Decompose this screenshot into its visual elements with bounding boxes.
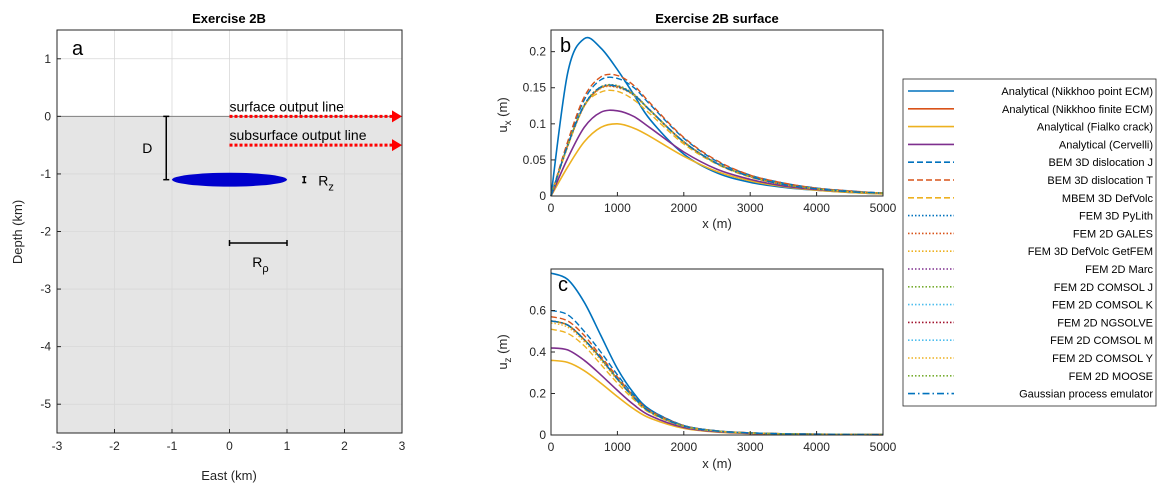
series-line-3 <box>550 109 884 197</box>
panel-c-label: c <box>558 274 568 296</box>
y-tick-label: 0 <box>539 189 546 203</box>
y-tick-label: -3 <box>40 282 51 296</box>
subsurface-output-label: subsurface output line <box>230 127 367 143</box>
panel-b-x-ticks: 0 1000 2000 3000 4000 5000 <box>548 192 897 215</box>
panel-a-title: Exercise 2B <box>192 11 266 26</box>
panel-b-horizontal-displacement: Exercise 2B surface 0 1000 2000 3000 4000 500… <box>495 11 897 231</box>
panel-c-plot-area <box>551 269 883 435</box>
x-tick-label: 3000 <box>737 201 764 215</box>
rz-subscript: z <box>328 182 334 194</box>
panel-b-series <box>550 36 884 197</box>
x-tick-label: 4000 <box>803 440 830 454</box>
y-tick-label: 0 <box>539 428 546 442</box>
panel-b-label: b <box>560 35 571 57</box>
x-tick-label: 3 <box>399 439 406 453</box>
panel-c-vertical-displacement: 0 1000 2000 3000 4000 5000 0 0.2 0.4 0.6 c x (m)… <box>495 268 897 471</box>
x-tick-label: 0 <box>548 201 555 215</box>
panel-a-depth-section: Exercise 2B surface output line subsurfac… <box>10 11 406 483</box>
legend-label: Analytical (Cervelli) <box>1059 139 1153 151</box>
legend-label: BEM 3D dislocation T <box>1047 175 1153 187</box>
panel-c-series <box>550 272 884 436</box>
y-tick-label: -2 <box>40 225 51 239</box>
x-tick-label: -1 <box>167 439 178 453</box>
series-line-4 <box>550 76 884 197</box>
x-tick-label: 1000 <box>604 440 631 454</box>
legend-items: Analytical (Nikkhoo point ECM) Analytical… <box>908 86 1154 401</box>
panel-b-ylabel: ux (m) <box>495 97 514 132</box>
x-tick-label: -2 <box>109 439 120 453</box>
panel-a-ylabel: Depth (km) <box>10 200 25 264</box>
panel-a-xlabel: East (km) <box>201 468 257 483</box>
x-tick-label: -3 <box>52 439 63 453</box>
panel-b-xlabel: x (m) <box>702 216 732 231</box>
x-tick-label: 3000 <box>737 440 764 454</box>
series-line-17 <box>550 84 884 197</box>
legend-label: FEM 2D MOOSE <box>1069 371 1153 383</box>
panel-c-ylabel: uz (m) <box>495 334 514 369</box>
panel-a-label: a <box>72 38 84 60</box>
x-tick-label: 2 <box>341 439 348 453</box>
legend-label: FEM 2D COMSOL J <box>1054 282 1153 294</box>
legend-label: FEM 3D PyLith <box>1079 211 1153 223</box>
x-tick-label: 1000 <box>604 201 631 215</box>
legend-label: FEM 2D COMSOL K <box>1052 300 1154 312</box>
x-tick-label: 0 <box>548 440 555 454</box>
subsurface-output-arrow-icon <box>392 139 402 152</box>
legend-label: FEM 2D GALES <box>1073 228 1153 240</box>
panel-a-y-ticks: 1 0 -1 -2 -3 -4 -5 <box>40 52 61 411</box>
y-tick-label: 0.2 <box>529 387 546 401</box>
legend: Analytical (Nikkhoo point ECM) Analytical… <box>902 78 1157 407</box>
panel-b-frame <box>550 29 884 197</box>
panel-b-title: Exercise 2B surface <box>655 11 779 26</box>
y-tick-label: -1 <box>40 167 51 181</box>
y-tick-label: 0.4 <box>529 345 546 359</box>
panel-b-y-ticks: 0 0.05 0.1 0.15 0.2 <box>523 45 555 203</box>
series-line-16 <box>550 83 884 197</box>
panel-b-plot-area <box>551 30 883 196</box>
rrho-subscript: ρ <box>262 263 268 275</box>
x-tick-label: 2000 <box>670 201 697 215</box>
x-tick-label: 1 <box>284 439 291 453</box>
legend-label: BEM 3D dislocation J <box>1048 157 1153 169</box>
panel-c-xlabel: x (m) <box>702 456 732 471</box>
x-tick-label: 5000 <box>870 201 897 215</box>
series-line-5 <box>550 73 884 197</box>
y-tick-label: 0.2 <box>529 45 546 59</box>
y-tick-label: -5 <box>40 397 51 411</box>
depth-label: D <box>142 140 152 156</box>
legend-label: MBEM 3D DefVolc <box>1062 193 1154 205</box>
legend-box <box>902 78 1157 407</box>
y-tick-label: 0 <box>44 109 51 123</box>
panel-c-y-ticks: 0 0.2 0.4 0.6 <box>529 304 555 442</box>
legend-label: FEM 2D Marc <box>1085 264 1153 276</box>
surface-output-label: surface output line <box>230 98 345 114</box>
series-line-17 <box>550 320 884 436</box>
x-tick-label: 5000 <box>870 440 897 454</box>
x-tick-label: 2000 <box>670 440 697 454</box>
x-tick-label: 0 <box>226 439 233 453</box>
legend-label: FEM 3D DefVolc GetFEM <box>1028 246 1153 258</box>
y-tick-label: 0.15 <box>523 81 547 95</box>
y-tick-label: 1 <box>44 52 51 66</box>
legend-label: Analytical (Fialko crack) <box>1037 122 1153 134</box>
legend-label: Analytical (Nikkhoo point ECM) <box>1001 86 1153 98</box>
y-tick-label: 0.05 <box>523 153 547 167</box>
legend-label: Analytical (Nikkhoo finite ECM) <box>1002 104 1153 116</box>
legend-label: Gaussian process emulator <box>1019 389 1153 401</box>
magma-chamber <box>172 172 287 187</box>
legend-label: FEM 2D COMSOL Y <box>1052 353 1154 365</box>
y-tick-label: 0.6 <box>529 304 546 318</box>
legend-label: FEM 2D NGSOLVE <box>1057 317 1153 329</box>
x-tick-label: 4000 <box>803 201 830 215</box>
y-tick-label: 0.1 <box>529 117 546 131</box>
legend-label: FEM 2D COMSOL M <box>1050 335 1153 347</box>
panel-c-x-ticks: 0 1000 2000 3000 4000 5000 <box>548 431 897 454</box>
panel-a-x-ticks: -3 -2 -1 0 1 2 3 <box>52 429 406 453</box>
surface-output-arrow-icon <box>392 110 402 123</box>
y-tick-label: -4 <box>40 340 51 354</box>
